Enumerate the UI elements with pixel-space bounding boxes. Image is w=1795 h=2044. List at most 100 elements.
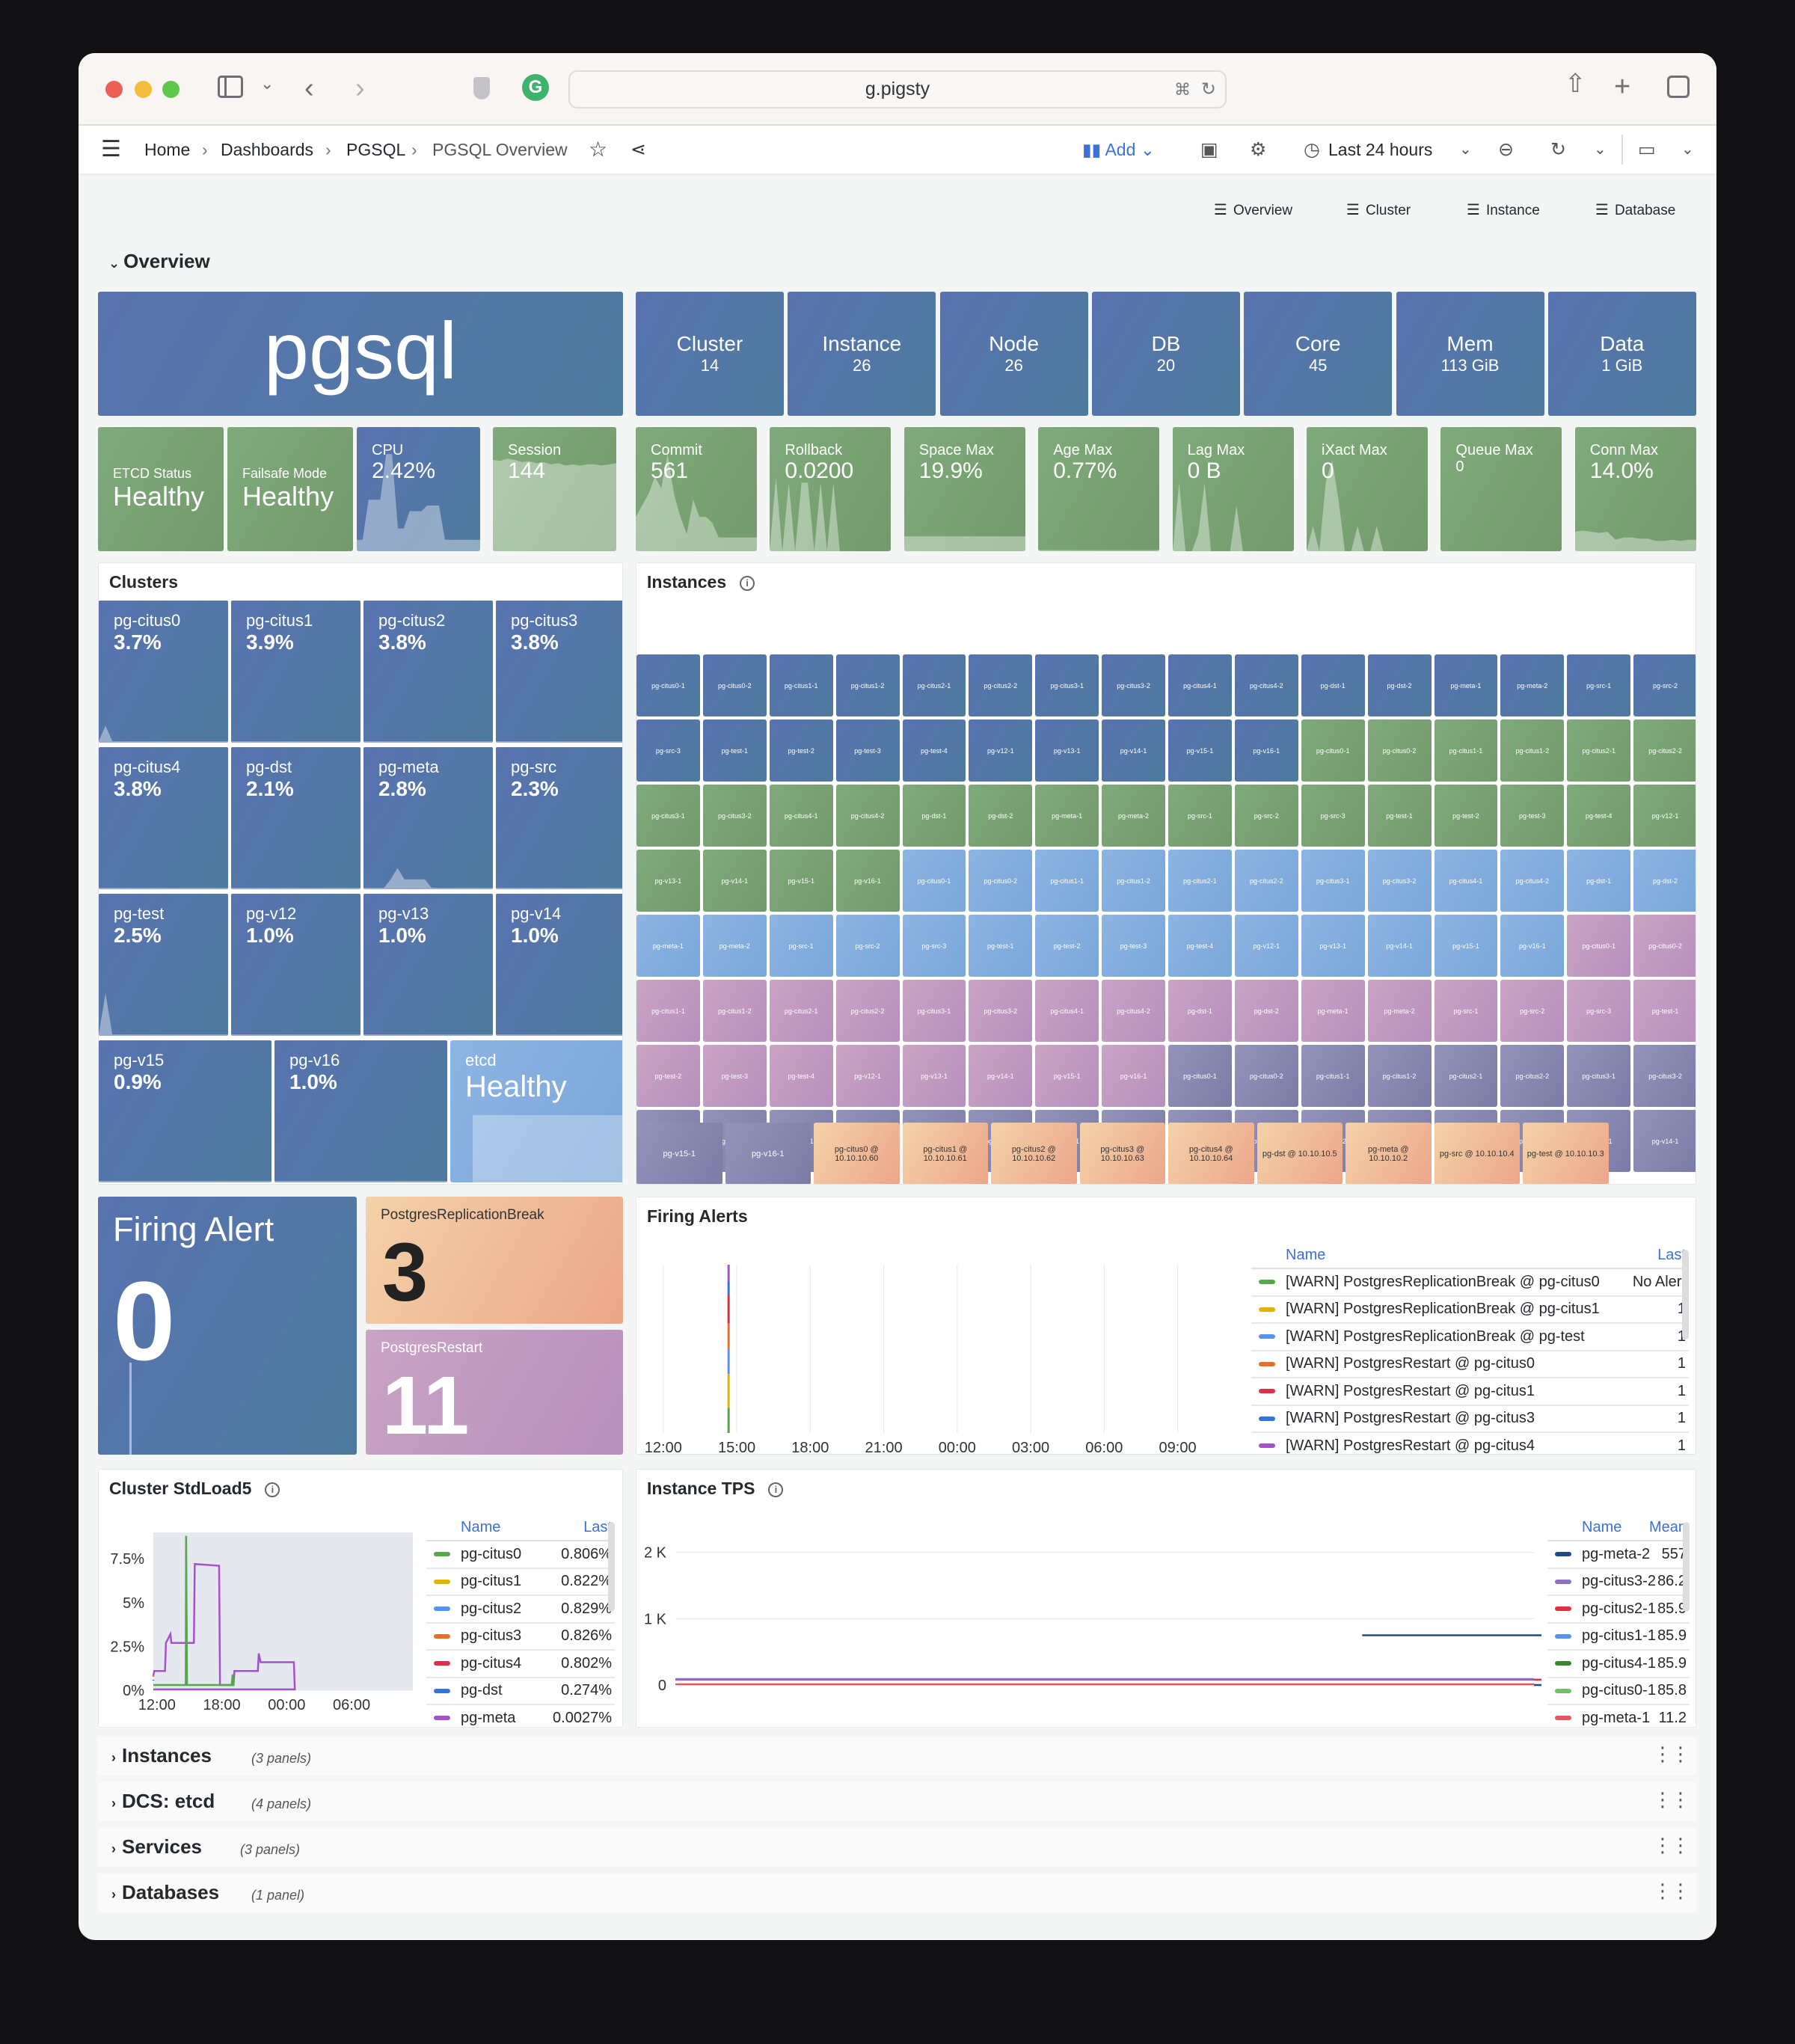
legend-row[interactable]: [WARN] PostgresRestart @ pg-citus3 1 xyxy=(1251,1406,1689,1433)
stat-tile-session[interactable]: Session 144 xyxy=(493,427,616,551)
legend-row[interactable]: [WARN] PostgresReplicationBreak @ pg-tes… xyxy=(1251,1324,1689,1351)
dashboard-link-instance[interactable]: ☰ Instance xyxy=(1467,200,1540,219)
collapsed-row-dcs-etcd[interactable]: › DCS: etcd (4 panels) ⋮⋮ xyxy=(98,1782,1696,1821)
instance-tile-pg-citus4-2[interactable]: pg-citus4-2 xyxy=(1234,654,1298,716)
instance-tile-pg-citus4-2[interactable]: pg-citus4-2 xyxy=(1102,980,1165,1042)
stat-tile-age-max[interactable]: Age Max 0.77% xyxy=(1038,427,1160,551)
translate-icon[interactable]: ⌘ xyxy=(1174,80,1191,99)
legend-row[interactable]: pg-citus0-1 85.8 xyxy=(1547,1678,1690,1705)
instance-tile-pg-dst-1[interactable]: pg-dst-1 xyxy=(1567,850,1631,912)
instance-tile-pg-meta-2[interactable]: pg-meta-2 xyxy=(702,915,767,977)
instance-tile-pg-v15-1[interactable]: pg-v15-1 xyxy=(1168,719,1232,782)
cluster-tile-pg-meta[interactable]: pg-meta 2.8% xyxy=(363,747,493,889)
new-tab-icon[interactable]: + xyxy=(1614,71,1631,102)
instance-tile-pg-dst-2[interactable]: pg-dst-2 xyxy=(1633,850,1696,912)
instance-tile-pg-citus0-1[interactable]: pg-citus0-1 xyxy=(1301,719,1365,782)
instance-tile-pg-test-4[interactable]: pg-test-4 xyxy=(1168,915,1232,977)
cluster-tile-pg-src[interactable]: pg-src 2.3% xyxy=(496,747,622,889)
instance-tile-pg-citus0-2[interactable]: pg-citus0-2 xyxy=(1234,1045,1298,1107)
cluster-tile-pg-citus0[interactable]: pg-citus0 3.7% xyxy=(99,601,228,743)
legend-row[interactable]: pg-citus3 0.826% xyxy=(426,1624,615,1651)
chevron-down-icon[interactable]: ⌄ xyxy=(1594,141,1607,158)
instance-tile-pg-src-2[interactable]: pg-src-2 xyxy=(835,915,900,977)
instance-tile-pg-v13-1[interactable]: pg-v13-1 xyxy=(1301,915,1365,977)
instance-tile-pg-v14-1[interactable]: pg-v14-1 xyxy=(969,1045,1033,1107)
instance-tile-pg-v16-1[interactable]: pg-v16-1 xyxy=(835,850,900,912)
instance-tile-pg-src-2[interactable]: pg-src-2 xyxy=(1633,654,1696,716)
chevron-down-icon[interactable]: ⌄ xyxy=(260,74,274,93)
summary-tile-instance[interactable]: Instance 26 xyxy=(788,292,936,416)
service-tile[interactable]: pg-citus0 @ 10.10.10.60 xyxy=(814,1123,900,1184)
time-range-picker[interactable]: Last 24 hours xyxy=(1328,140,1433,159)
legend-row[interactable]: pg-meta 0.0027% xyxy=(426,1705,615,1727)
service-tile[interactable]: pg-citus2 @ 10.10.10.62 xyxy=(991,1123,1077,1184)
stat-tile-queue-max[interactable]: Queue Max 0 xyxy=(1440,427,1562,551)
hero-tile[interactable]: pgsql xyxy=(98,292,623,416)
instance-tile-pg-test-1[interactable]: pg-test-1 xyxy=(1367,785,1432,847)
cluster-tile-pg-v14[interactable]: pg-v14 1.0% xyxy=(496,894,622,1036)
grammarly-icon[interactable]: G xyxy=(522,74,549,101)
legend-row[interactable]: pg-dst 0.274% xyxy=(426,1678,615,1705)
zoom-out-icon[interactable]: ⊖ xyxy=(1498,139,1514,160)
dashboard-link-cluster[interactable]: ☰ Cluster xyxy=(1346,200,1411,219)
close-window-button[interactable] xyxy=(105,81,123,98)
instance-tile-pg-v16-1[interactable]: pg-v16-1 xyxy=(1500,915,1565,977)
breadcrumb-dashboards[interactable]: Dashboards xyxy=(221,140,314,159)
instance-tile-pg-test-1[interactable]: pg-test-1 xyxy=(702,719,767,782)
instance-tile-pg-citus2-2[interactable]: pg-citus2-2 xyxy=(1633,719,1696,782)
instance-tile-pg-citus2-1[interactable]: pg-citus2-1 xyxy=(769,980,833,1042)
summary-tile-cluster[interactable]: Cluster 14 xyxy=(636,292,784,416)
instance-tile-pg-src-1[interactable]: pg-src-1 xyxy=(769,915,833,977)
tab-overview-icon[interactable] xyxy=(1667,76,1690,98)
star-icon[interactable]: ☆ xyxy=(589,138,608,161)
cluster-tile-pg-v16[interactable]: pg-v16 1.0% xyxy=(274,1040,447,1182)
instance-tile-pg-src-3[interactable]: pg-src-3 xyxy=(1567,980,1631,1042)
info-icon[interactable]: i xyxy=(768,1482,784,1497)
instance-tile-pg-citus0-2[interactable]: pg-citus0-2 xyxy=(1633,915,1696,977)
legend-row[interactable]: pg-citus0 0.806% xyxy=(426,1541,615,1569)
instance-tile-pg-v12-1[interactable]: pg-v12-1 xyxy=(835,1045,900,1107)
gear-icon[interactable]: ⚙ xyxy=(1250,139,1267,160)
instance-tile-pg-src-3[interactable]: pg-src-3 xyxy=(1301,785,1365,847)
instance-tile-pg-citus2-1[interactable]: pg-citus2-1 xyxy=(1168,850,1232,912)
cluster-tile-pg-citus2[interactable]: pg-citus2 3.8% xyxy=(363,601,493,743)
legend-row[interactable]: [WARN] PostgresReplicationBreak @ pg-cit… xyxy=(1251,1297,1689,1324)
chevron-down-icon[interactable]: ⌄ xyxy=(1681,141,1694,158)
maximize-window-button[interactable] xyxy=(162,81,180,98)
instance-tile-pg-dst-2[interactable]: pg-dst-2 xyxy=(1234,980,1298,1042)
instance-tile-pg-citus1-2[interactable]: pg-citus1-2 xyxy=(835,654,900,716)
instance-tile-pg-citus4-1[interactable]: pg-citus4-1 xyxy=(1035,980,1099,1042)
instance-tile-pg-citus0-2[interactable]: pg-citus0-2 xyxy=(702,654,767,716)
instance-tile-pg-test-2[interactable]: pg-test-2 xyxy=(636,1045,700,1107)
legend-row[interactable]: pg-citus1-1 85.9 xyxy=(1547,1624,1690,1651)
instance-tile-pg-v14-1[interactable]: pg-v14-1 xyxy=(702,850,767,912)
summary-tile-data[interactable]: Data 1 GiB xyxy=(1547,292,1696,416)
instance-tile-pg-v15-1[interactable]: pg-v15-1 xyxy=(1035,1045,1099,1107)
dashboard-link-database[interactable]: ☰ Database xyxy=(1595,200,1675,219)
instance-tile-pg-citus0-2[interactable]: pg-citus0-2 xyxy=(1367,719,1432,782)
service-tile[interactable]: pg-citus1 @ 10.10.10.61 xyxy=(902,1123,988,1184)
legend-col-value[interactable]: Last xyxy=(583,1518,612,1535)
instance-tile-pg-v14-1[interactable]: pg-v14-1 xyxy=(1102,719,1165,782)
instance-tile-pg-citus3-2[interactable]: pg-citus3-2 xyxy=(1102,654,1165,716)
instance-tile-pg-meta-2[interactable]: pg-meta-2 xyxy=(1500,654,1565,716)
service-tile[interactable]: pg-citus3 @ 10.10.10.63 xyxy=(1079,1123,1165,1184)
legend-row[interactable]: pg-citus4-1 85.9 xyxy=(1547,1651,1690,1678)
stat-tile-cpu[interactable]: CPU 2.42% xyxy=(357,427,480,551)
instance-tile-pg-citus3-2[interactable]: pg-citus3-2 xyxy=(1633,1045,1696,1107)
service-tile[interactable]: pg-src @ 10.10.10.4 xyxy=(1434,1123,1520,1184)
stat-tile-ixact-max[interactable]: iXact Max 0 xyxy=(1307,427,1428,551)
dashboard-link-overview[interactable]: ☰ Overview xyxy=(1214,200,1292,219)
instance-tile-pg-meta-2[interactable]: pg-meta-2 xyxy=(1367,980,1432,1042)
instance-tile-pg-v15-1[interactable]: pg-v15-1 xyxy=(769,850,833,912)
legend-row[interactable]: [WARN] PostgresRestart @ pg-citus0 1 xyxy=(1251,1351,1689,1378)
alert-tile[interactable]: PostgresRestart 11 xyxy=(366,1330,623,1455)
instance-tile-pg-v13-1[interactable]: pg-v13-1 xyxy=(902,1045,966,1107)
instance-tile-pg-test-4[interactable]: pg-test-4 xyxy=(902,719,966,782)
service-tile[interactable]: pg-citus4 @ 10.10.10.64 xyxy=(1168,1123,1254,1184)
stat-tile-rollback[interactable]: Rollback 0.0200 xyxy=(770,427,892,551)
instance-tile-pg-v12-1[interactable]: pg-v12-1 xyxy=(969,719,1033,782)
instance-tile-pg-dst-2[interactable]: pg-dst-2 xyxy=(1367,654,1432,716)
legend-scrollbar[interactable] xyxy=(1682,1250,1689,1339)
legend-scrollbar[interactable] xyxy=(1683,1522,1690,1612)
